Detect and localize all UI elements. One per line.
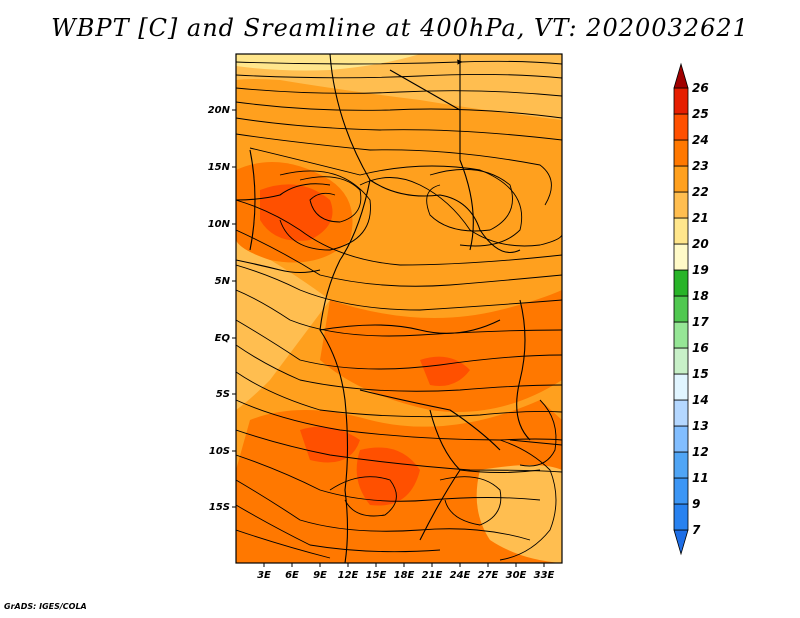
colorbar-label: 19 — [692, 263, 709, 277]
lat-label: 15N — [208, 162, 231, 173]
colorbar-label: 9 — [692, 497, 700, 511]
lon-label: 18E — [394, 570, 415, 581]
colorbar-segment — [673, 295, 689, 323]
colorbar-segment — [673, 217, 689, 245]
lon-label: 15E — [366, 570, 387, 581]
colorbar-label: 24 — [692, 133, 709, 147]
colorbar-segment — [673, 451, 689, 479]
colorbar-label: 14 — [692, 393, 709, 407]
lat-label: 5S — [216, 389, 230, 400]
colorbar-segment — [673, 399, 689, 427]
lat-label: 10S — [209, 446, 230, 457]
colorbar-label: 20 — [692, 237, 709, 251]
lon-label: 6E — [285, 570, 299, 581]
colorbar-label: 7 — [692, 523, 701, 537]
lon-axis: 3E 6E 9E 12E 15E 18E 21E 24E 27E 30E 33E — [257, 563, 555, 581]
lon-label: 3E — [257, 570, 271, 581]
lon-label: 21E — [422, 570, 443, 581]
lon-label: 12E — [338, 570, 359, 581]
colorbar-segment — [673, 425, 689, 453]
wbpt-shading — [236, 54, 562, 563]
colorbar: 7 9 11 12 13 14 15 16 17 18 19 20 21 22 … — [673, 62, 709, 556]
colorbar-arrow-high — [673, 62, 689, 89]
colorbar-label: 12 — [692, 445, 709, 459]
colorbar-segment — [673, 321, 689, 349]
lat-axis: 20N 15N 10N 5N EQ 5S 10S 15S — [208, 105, 236, 513]
streamlines — [236, 59, 562, 561]
colorbar-label: 15 — [692, 367, 709, 381]
colorbar-segment — [673, 347, 689, 375]
colorbar-segment — [673, 373, 689, 401]
colorbar-segment — [673, 243, 689, 271]
colorbar-segments — [673, 62, 689, 556]
map-frame — [235, 53, 563, 564]
colorbar-label: 21 — [692, 211, 709, 225]
colorbar-segment — [673, 477, 689, 505]
colorbar-label: 16 — [692, 341, 709, 355]
lon-label: 24E — [450, 570, 471, 581]
lon-label: 27E — [478, 570, 499, 581]
colorbar-segment — [673, 269, 689, 297]
colorbar-label: 11 — [692, 471, 709, 485]
colorbar-label: 26 — [692, 81, 709, 95]
colorbar-label: 13 — [692, 419, 709, 433]
colorbar-segment — [673, 165, 689, 193]
colorbar-label: 23 — [692, 159, 709, 173]
colorbar-segment — [673, 503, 689, 531]
lat-label: 5N — [215, 276, 231, 287]
colorbar-label: 18 — [692, 289, 709, 303]
lat-label: 20N — [208, 105, 231, 116]
colorbar-segment — [673, 139, 689, 167]
colorbar-label: 25 — [692, 107, 709, 121]
lon-label: 30E — [506, 570, 527, 581]
lon-label: 33E — [534, 570, 555, 581]
colorbar-label: 22 — [692, 185, 709, 199]
lon-label: 9E — [313, 570, 327, 581]
colorbar-segment — [673, 191, 689, 219]
credit-text: GrADS: IGES/COLA — [4, 602, 87, 611]
colorbar-segment — [673, 113, 689, 141]
colorbar-segment — [673, 87, 689, 115]
chart-title: WBPT [C] and Sreamline at 400hPa, VT: 20… — [51, 14, 749, 42]
colorbar-label: 17 — [692, 315, 709, 329]
lat-label: 15S — [209, 502, 230, 513]
lat-label: EQ — [215, 333, 231, 344]
colorbar-arrow-low — [673, 529, 689, 556]
country-borders — [236, 54, 562, 563]
lat-label: 10N — [208, 219, 231, 230]
colorbar-labels: 7 9 11 12 13 14 15 16 17 18 19 20 21 22 … — [692, 81, 709, 537]
